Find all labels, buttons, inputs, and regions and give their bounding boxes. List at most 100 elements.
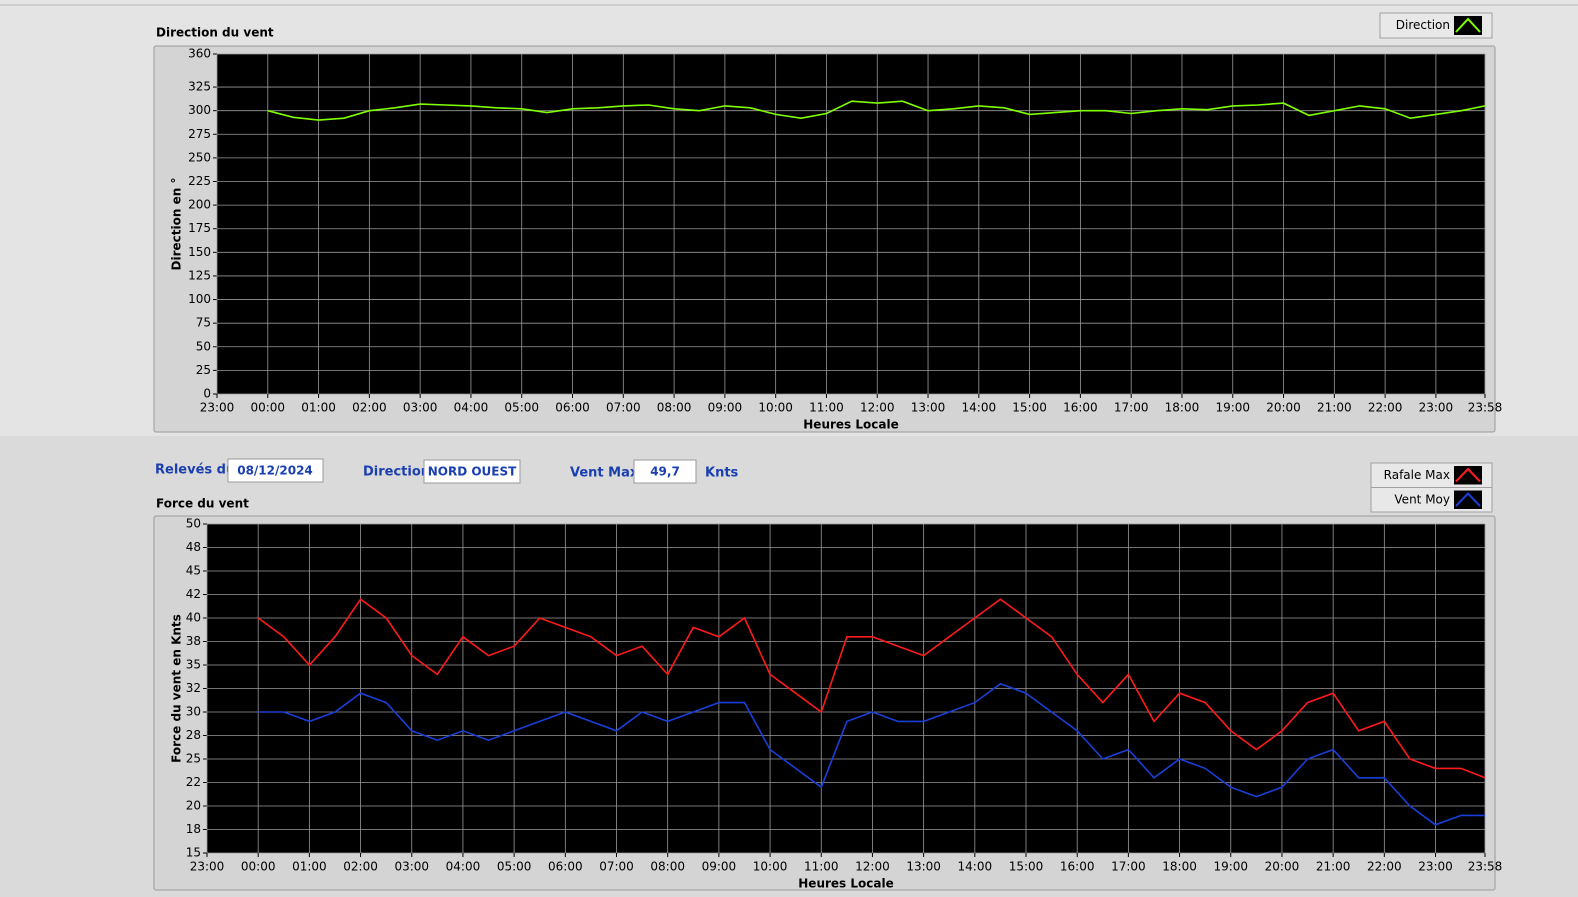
x-tick-label: 04:00 <box>454 401 489 415</box>
y-tick-label: 175 <box>188 221 211 235</box>
y-tick-label: 225 <box>188 174 211 188</box>
x-tick-label: 22:00 <box>1368 401 1403 415</box>
y-tick-label: 40 <box>186 611 201 625</box>
x-tick-label: 04:00 <box>446 860 481 874</box>
x-tick-label: 21:00 <box>1317 401 1352 415</box>
x-tick-label: 02:00 <box>352 401 387 415</box>
direction-value: NORD OUEST <box>428 465 517 479</box>
x-tick-label: 20:00 <box>1265 860 1300 874</box>
y-tick-label: 75 <box>196 316 211 330</box>
legend-swatch-bg <box>1454 490 1482 509</box>
y-tick-label: 200 <box>188 198 211 212</box>
chart-title: Direction du vent <box>156 26 274 40</box>
y-tick-label: 50 <box>186 517 201 531</box>
x-tick-label: 03:00 <box>394 860 429 874</box>
y-tick-label: 25 <box>186 752 201 766</box>
legend-swatch-bg <box>1454 466 1482 485</box>
y-tick-label: 42 <box>186 587 201 601</box>
y-tick-label: 38 <box>186 634 201 648</box>
x-tick-label: 17:00 <box>1114 401 1149 415</box>
x-tick-label: 09:00 <box>702 860 737 874</box>
x-tick-label: 07:00 <box>606 401 641 415</box>
x-tick-label: 05:00 <box>504 401 539 415</box>
x-tick-label: 16:00 <box>1060 860 1095 874</box>
x-tick-label: 06:00 <box>548 860 583 874</box>
x-axis-label: Heures Locale <box>803 418 898 432</box>
x-tick-label: 21:00 <box>1316 860 1351 874</box>
x-tick-label: 12:00 <box>860 401 895 415</box>
x-tick-label: 22:00 <box>1367 860 1402 874</box>
legend-label: Vent Moy <box>1394 492 1450 506</box>
y-tick-label: 325 <box>188 80 211 94</box>
vmax-value: 49,7 <box>650 465 680 479</box>
direction-field[interactable] <box>423 459 521 484</box>
x-tick-label: 19:00 <box>1215 401 1250 415</box>
x-tick-label: 08:00 <box>657 401 692 415</box>
y-tick-label: 48 <box>186 540 201 554</box>
x-tick-label: 15:00 <box>1009 860 1044 874</box>
legend-swatch <box>1455 17 1481 33</box>
x-tick-label: 09:00 <box>708 401 743 415</box>
legend-swatch <box>1455 467 1481 483</box>
date-field[interactable] <box>227 458 324 483</box>
x-tick-label: 19:00 <box>1213 860 1248 874</box>
y-tick-label: 22 <box>186 775 201 789</box>
x-tick-label: 02:00 <box>343 860 378 874</box>
y-tick-label: 35 <box>186 658 201 672</box>
date-label: Relevés du <box>155 463 235 478</box>
x-tick-label: 23:58 <box>1468 860 1503 874</box>
y-axis-label: Direction en ° <box>170 178 184 271</box>
x-tick-label: 00:00 <box>250 401 285 415</box>
x-tick-label: 01:00 <box>301 401 336 415</box>
x-axis-label: Heures Locale <box>798 877 893 891</box>
y-tick-label: 25 <box>196 363 211 377</box>
legend-label: Rafale Max <box>1384 468 1450 482</box>
legend-label: Direction <box>1396 18 1450 32</box>
series-line <box>257 598 1486 779</box>
y-tick-label: 125 <box>188 268 211 282</box>
legend-swatch-bg <box>1454 16 1482 35</box>
x-tick-label: 12:00 <box>855 860 890 874</box>
vmax-field[interactable] <box>633 459 697 484</box>
x-tick-label: 05:00 <box>497 860 532 874</box>
y-tick-label: 50 <box>196 339 211 353</box>
x-tick-label: 15:00 <box>1012 401 1047 415</box>
y-tick-label: 100 <box>188 292 211 306</box>
vmax-label: Vent Max <box>570 466 639 481</box>
y-tick-label: 18 <box>186 822 201 836</box>
x-tick-label: 01:00 <box>292 860 327 874</box>
x-tick-label: 06:00 <box>555 401 590 415</box>
x-tick-label: 18:00 <box>1165 401 1200 415</box>
y-tick-label: 250 <box>188 150 211 164</box>
y-tick-label: 30 <box>186 705 201 719</box>
x-tick-label: 23:00 <box>1418 860 1453 874</box>
plot-area <box>217 54 1485 394</box>
y-tick-label: 0 <box>203 387 211 401</box>
x-tick-label: 20:00 <box>1266 401 1301 415</box>
legend-swatch <box>1455 492 1481 507</box>
x-tick-label: 11:00 <box>809 401 844 415</box>
date-value: 08/12/2024 <box>237 464 313 478</box>
x-tick-label: 16:00 <box>1063 401 1098 415</box>
x-tick-label: 13:00 <box>906 860 941 874</box>
series-line <box>267 100 1486 121</box>
x-tick-label: 17:00 <box>1111 860 1146 874</box>
x-tick-label: 00:00 <box>241 860 276 874</box>
x-tick-label: 14:00 <box>958 860 993 874</box>
x-tick-label: 03:00 <box>403 401 438 415</box>
x-tick-label: 11:00 <box>804 860 839 874</box>
vmax-unit: Knts <box>705 466 739 481</box>
x-tick-label: 08:00 <box>650 860 685 874</box>
x-tick-label: 23:58 <box>1468 401 1503 415</box>
x-tick-label: 23:00 <box>1419 401 1454 415</box>
x-tick-label: 23:00 <box>190 860 225 874</box>
y-axis-label: Force du vent en Knts <box>170 614 184 763</box>
y-tick-label: 360 <box>188 47 211 61</box>
chart-title: Force du vent <box>156 497 249 511</box>
y-tick-label: 15 <box>186 846 201 860</box>
y-tick-label: 32 <box>186 681 201 695</box>
direction-label: Direction <box>363 465 430 480</box>
x-tick-label: 14:00 <box>962 401 997 415</box>
